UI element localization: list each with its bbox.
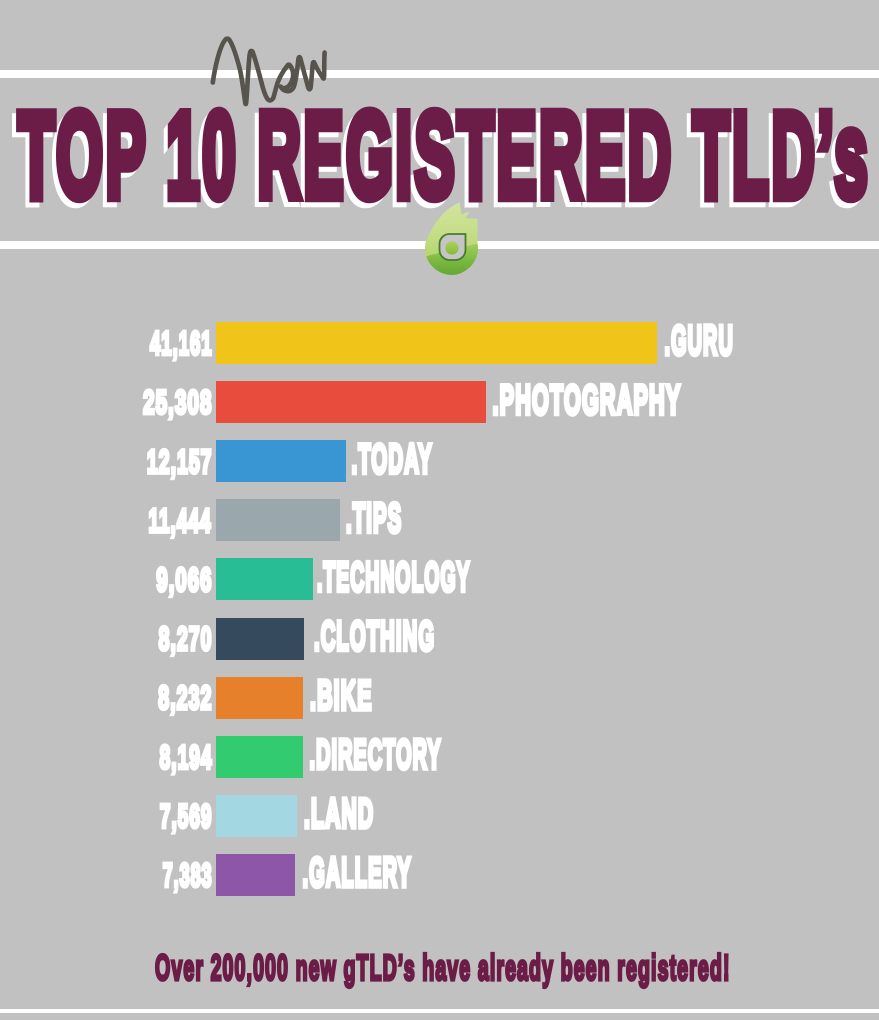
svg-text:TOP 10 REGISTERED TLD’s: TOP 10 REGISTERED TLD’s xyxy=(14,93,866,229)
svg-text:12,157: 12,157 xyxy=(147,442,213,480)
svg-text:.DIRECTORY: .DIRECTORY xyxy=(310,731,442,777)
svg-text:.GURU: .GURU xyxy=(665,318,734,364)
svg-text:7,383: 7,383 xyxy=(163,857,213,894)
svg-text:.TIPS: .TIPS xyxy=(346,495,402,541)
svg-text:.TECHNOLOGY: .TECHNOLOGY xyxy=(317,554,471,600)
svg-text:TOP 10 REGISTERED TLD’s: TOP 10 REGISTERED TLD’s xyxy=(18,88,870,224)
svg-text:.CLOTHING: .CLOTHING xyxy=(314,613,435,659)
svg-text:.TODAY: .TODAY xyxy=(352,436,433,482)
svg-text:.GALLERY: .GALLERY xyxy=(303,850,412,896)
svg-text:11,444: 11,444 xyxy=(148,501,211,539)
svg-text:.PHOTOGRAPHY: .PHOTOGRAPHY xyxy=(493,376,682,422)
svg-text:.BIKE: .BIKE xyxy=(310,672,373,718)
svg-text:7,569: 7,569 xyxy=(160,797,213,835)
svg-text:8,270: 8,270 xyxy=(159,619,213,657)
svg-text:Over 200,000 new gTLD’s have a: Over 200,000 new gTLD’s have already bee… xyxy=(155,949,731,989)
svg-text:25,308: 25,308 xyxy=(143,384,212,421)
svg-text:9,066: 9,066 xyxy=(156,561,212,599)
svg-text:8,232: 8,232 xyxy=(158,679,212,717)
svg-text:8,194: 8,194 xyxy=(160,738,213,776)
svg-text:41,161: 41,161 xyxy=(150,324,212,362)
svg-text:.LAND: .LAND xyxy=(304,790,374,837)
